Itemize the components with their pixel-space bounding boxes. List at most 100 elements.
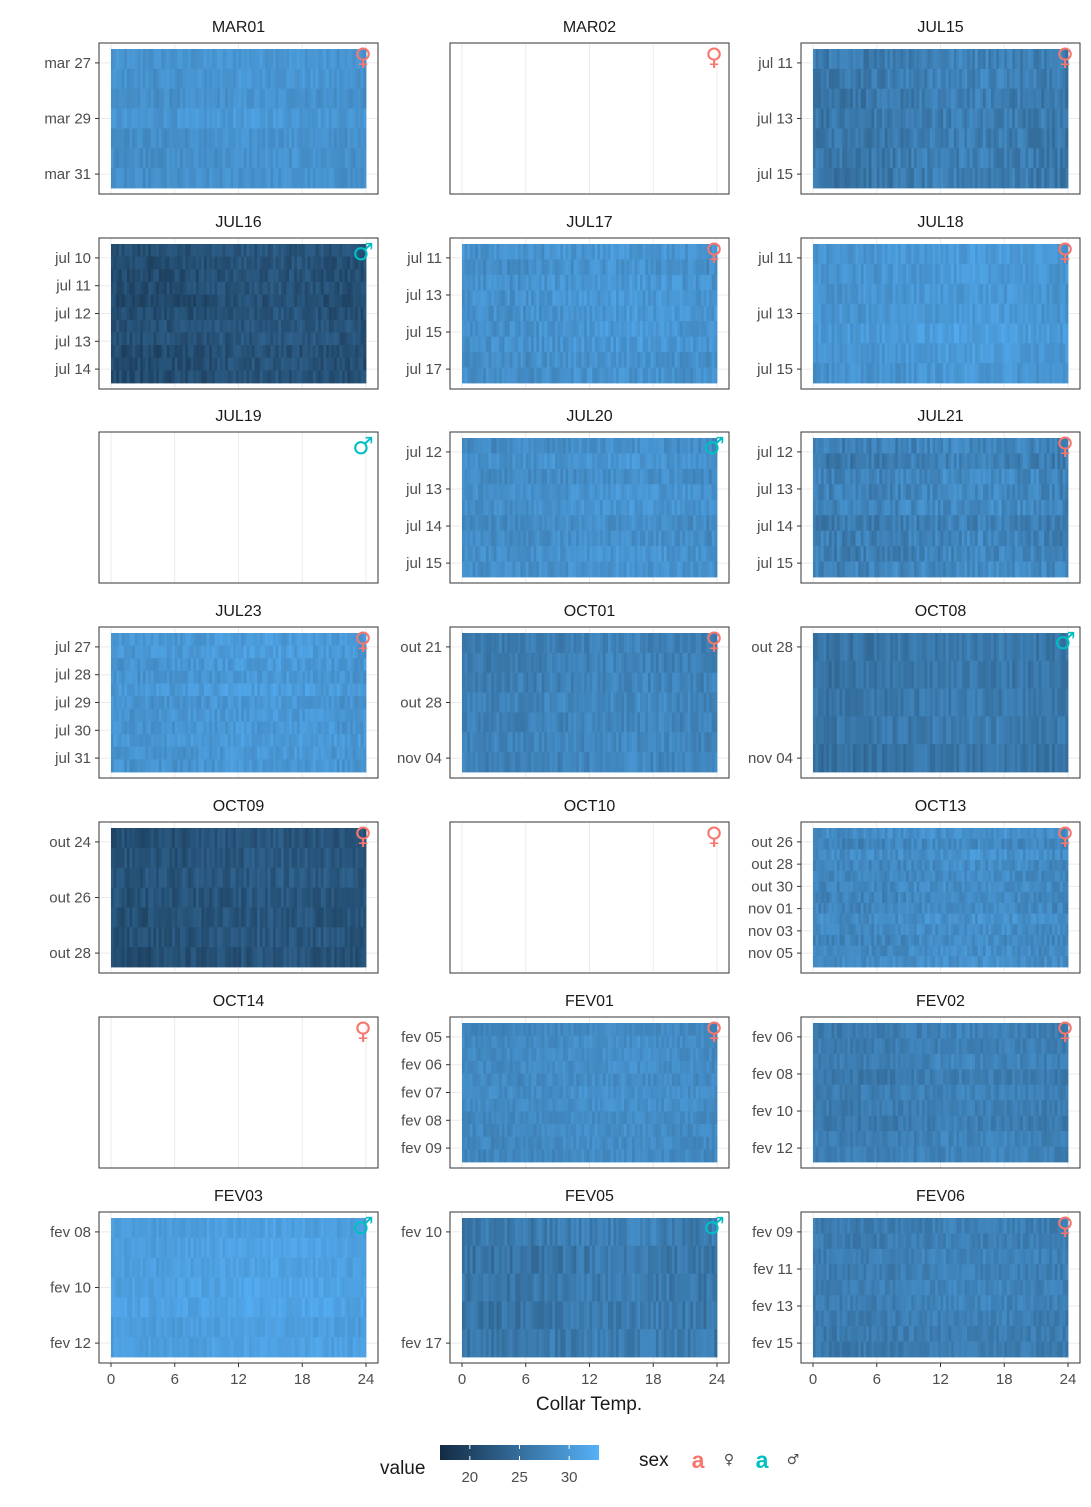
- panel-border: [449, 42, 730, 195]
- panel-mar02: MAR02 ♀: [449, 19, 730, 195]
- sex-symbol: ♀: [1056, 822, 1074, 850]
- heatmap-tiles: [462, 244, 718, 384]
- x-tick-label: 24: [709, 1371, 726, 1388]
- y-tick-label: jul 14: [405, 518, 442, 535]
- panel-grid: [461, 822, 718, 973]
- colorbar-ticks: 20 25 30: [461, 1445, 578, 1486]
- panel-title: JUL23: [215, 603, 261, 620]
- panel-title: JUL21: [917, 408, 963, 425]
- x-tick-label: 6: [171, 1371, 179, 1388]
- sex-symbol: ♀: [1056, 238, 1074, 266]
- y-tick-label: fev 12: [752, 1140, 793, 1157]
- y-tick-label: mar 29: [44, 111, 91, 128]
- heatmap-tiles: [111, 828, 367, 968]
- sex-symbol: ♀: [705, 43, 723, 71]
- y-tick-label: fev 09: [752, 1224, 793, 1241]
- sex-symbol: ♂: [703, 1212, 725, 1240]
- heatmap-tiles: [813, 1023, 1069, 1163]
- heatmap-tiles: [813, 1218, 1069, 1358]
- panel-grid: [110, 432, 367, 583]
- heatmap-tiles: [813, 49, 1069, 189]
- sex-symbol: ♀: [705, 1017, 723, 1045]
- sex-legend-keys: a ♀ a ♂: [692, 1447, 800, 1473]
- y-tick-label: jul 13: [405, 287, 442, 304]
- colorbar: [440, 1445, 599, 1460]
- panel-title: JUL15: [917, 19, 963, 36]
- y-tick-label: fev 05: [401, 1029, 442, 1046]
- x-tick-label: 24: [1060, 1371, 1077, 1388]
- y-tick-label: out 26: [49, 890, 91, 907]
- heatmap-tiles: [462, 1023, 718, 1163]
- y-tick-label: jul 13: [756, 306, 793, 323]
- sex-symbol: ♀: [705, 627, 723, 655]
- panel-border: [449, 821, 730, 974]
- heatmap-tiles: [111, 49, 367, 189]
- panel-oct10: OCT10 ♀: [449, 798, 730, 974]
- panel-oct13: OCT13 out 26 out 28 out 30 nov 01 nov 03 nov 0…: [748, 798, 1081, 974]
- y-tick-label: fev 13: [752, 1298, 793, 1315]
- x-tick-label: 12: [230, 1371, 247, 1388]
- panel-jul23: JUL23 jul 27 jul 28 jul 29 jul 30 jul 31 ♀: [54, 603, 379, 779]
- panel-oct08: OCT08 out 28 nov 04 ♂: [748, 603, 1081, 779]
- y-tick-label: jul 12: [54, 306, 91, 323]
- y-tick-label: jul 30: [54, 722, 91, 739]
- panel-jul20: JUL20 jul 12 jul 13 jul 14 jul 15 ♂: [405, 408, 730, 584]
- panel-fev06: FEV06 fev 09 fev 11 fev 13 fev 15 0 6 12 18 24 ♀: [752, 1188, 1081, 1388]
- panel-title: JUL19: [215, 408, 261, 425]
- y-tick-label: fev 06: [752, 1029, 793, 1046]
- y-tick-label: jul 13: [54, 333, 91, 350]
- panel-grid: [461, 43, 718, 194]
- heatmap-tiles: [111, 633, 367, 773]
- sex-symbol: ♀: [1056, 432, 1074, 460]
- y-tick-label: jul 13: [756, 111, 793, 128]
- sex-symbol: ♂: [703, 432, 725, 460]
- panel-border: [98, 431, 379, 584]
- panel-border: [449, 237, 730, 390]
- sex-symbol: ♂: [1054, 627, 1076, 655]
- panel-jul17: JUL17 jul 11 jul 13 jul 15 jul 17 ♀: [405, 214, 730, 390]
- y-tick-label: jul 11: [55, 278, 91, 295]
- panel-title: OCT14: [213, 993, 265, 1010]
- y-tick-label: jul 10: [54, 250, 91, 267]
- y-tick-label: jul 17: [405, 361, 442, 378]
- sex-key-label: ♂: [787, 1452, 800, 1468]
- panel-oct14: OCT14 ♀: [98, 993, 379, 1169]
- x-axis-title: Collar Temp.: [536, 1394, 642, 1415]
- y-tick-label: fev 07: [401, 1085, 442, 1102]
- panel-border: [800, 431, 1081, 584]
- y-tick-label: fev 10: [50, 1280, 91, 1297]
- y-tick-label: out 28: [49, 945, 91, 962]
- panel-fev05: FEV05 fev 10 fev 17 0 6 12 18 24 ♂: [401, 1188, 730, 1388]
- y-tick-label: jul 11: [757, 250, 793, 267]
- y-tick-label: jul 28: [54, 667, 91, 684]
- sex-symbol: ♀: [1056, 1212, 1074, 1240]
- panel-border: [449, 431, 730, 584]
- y-tick-label: nov 04: [397, 750, 442, 767]
- x-tick-label: 18: [996, 1371, 1013, 1388]
- panel-mar01: MAR01 mar 27 mar 29 mar 31 ♀: [44, 19, 379, 195]
- y-tick-label: fev 08: [50, 1224, 91, 1241]
- color-legend-title: value: [380, 1458, 425, 1479]
- y-tick-label: jul 27: [54, 639, 91, 656]
- panel-title: MAR02: [563, 19, 616, 36]
- y-tick-label: nov 01: [748, 901, 793, 918]
- sex-symbol: ♂: [352, 238, 374, 266]
- panel-jul18: JUL18 jul 11 jul 13 jul 15 ♀: [756, 214, 1081, 390]
- y-tick-label: nov 03: [748, 923, 793, 940]
- sex-symbol: ♀: [354, 822, 372, 850]
- y-tick-label: jul 13: [756, 481, 793, 498]
- heatmap-tiles: [111, 244, 367, 384]
- panel-grid: [110, 1017, 367, 1168]
- y-tick-label: out 30: [751, 878, 793, 895]
- panel-title: MAR01: [212, 19, 265, 36]
- sex-key-glyph: a: [756, 1447, 769, 1473]
- panel-title: FEV02: [916, 993, 965, 1010]
- panel-title: JUL16: [215, 214, 261, 231]
- heatmap-tiles: [462, 438, 718, 578]
- legend: value 20 25 30 sex a ♀ a ♂: [380, 1445, 799, 1486]
- y-tick-label: jul 15: [756, 166, 793, 183]
- panel-title: OCT10: [564, 798, 616, 815]
- sex-symbol: ♀: [354, 43, 372, 71]
- y-tick-label: out 26: [751, 834, 793, 851]
- y-tick-label: out 21: [400, 639, 442, 656]
